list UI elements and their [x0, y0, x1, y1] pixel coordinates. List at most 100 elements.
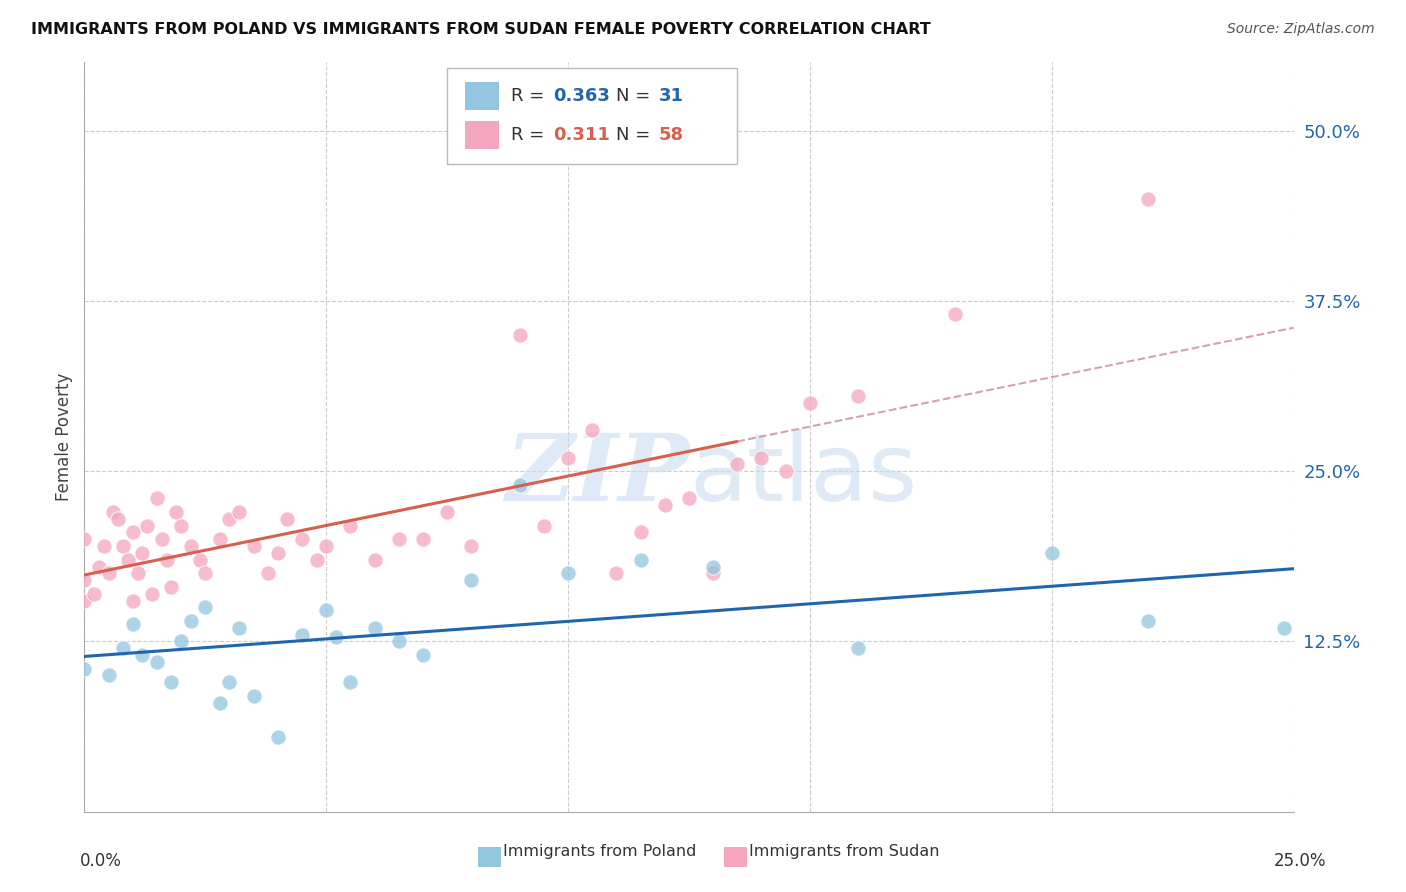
- Point: [170, 518, 193, 533]
- Point: [799, 396, 821, 410]
- Point: [112, 641, 135, 656]
- Text: N =: N =: [616, 87, 657, 105]
- Point: [533, 518, 555, 533]
- Point: [194, 600, 217, 615]
- Text: R =: R =: [512, 87, 550, 105]
- Point: [103, 505, 125, 519]
- Point: [605, 566, 627, 581]
- Point: [127, 566, 149, 581]
- Point: [131, 648, 153, 662]
- Text: 58: 58: [659, 126, 683, 145]
- Point: [702, 566, 724, 581]
- Point: [180, 614, 202, 628]
- Point: [150, 533, 173, 547]
- Point: [257, 566, 280, 581]
- Point: [751, 450, 773, 465]
- Text: 0.311: 0.311: [554, 126, 610, 145]
- Point: [388, 634, 411, 648]
- Point: [228, 505, 250, 519]
- Point: [654, 498, 676, 512]
- Point: [194, 566, 217, 581]
- Point: [218, 512, 240, 526]
- FancyBboxPatch shape: [447, 68, 737, 163]
- Point: [846, 389, 869, 403]
- Point: [160, 675, 183, 690]
- Point: [630, 525, 652, 540]
- Point: [218, 675, 240, 690]
- Point: [1137, 192, 1160, 206]
- Point: [276, 512, 298, 526]
- Point: [112, 539, 135, 553]
- Point: [121, 525, 143, 540]
- Point: [725, 458, 748, 472]
- Point: [228, 621, 250, 635]
- Point: [1137, 614, 1160, 628]
- Point: [339, 675, 361, 690]
- Point: [87, 559, 110, 574]
- Point: [165, 505, 187, 519]
- Point: [291, 533, 314, 547]
- Point: [412, 648, 434, 662]
- Text: Source: ZipAtlas.com: Source: ZipAtlas.com: [1227, 22, 1375, 37]
- Text: 0.363: 0.363: [554, 87, 610, 105]
- Point: [83, 587, 105, 601]
- Point: [557, 566, 579, 581]
- Point: [97, 668, 120, 682]
- Point: [131, 546, 153, 560]
- Point: [170, 634, 193, 648]
- Point: [305, 552, 328, 566]
- Point: [73, 573, 96, 587]
- Point: [121, 616, 143, 631]
- Point: [775, 464, 797, 478]
- Point: [315, 603, 337, 617]
- Point: [73, 662, 96, 676]
- Text: 31: 31: [659, 87, 683, 105]
- Point: [107, 512, 129, 526]
- Point: [73, 533, 96, 547]
- Point: [581, 423, 603, 437]
- Point: [291, 627, 314, 641]
- Point: [1272, 621, 1295, 635]
- Point: [117, 552, 139, 566]
- FancyBboxPatch shape: [465, 121, 499, 149]
- Point: [93, 539, 115, 553]
- Point: [363, 621, 385, 635]
- Text: Immigrants from Poland: Immigrants from Poland: [503, 845, 697, 859]
- Point: [460, 573, 482, 587]
- Point: [678, 491, 700, 506]
- Point: [339, 518, 361, 533]
- Point: [267, 730, 290, 744]
- Point: [388, 533, 411, 547]
- Point: [208, 696, 231, 710]
- Y-axis label: Female Poverty: Female Poverty: [55, 373, 73, 501]
- Point: [702, 559, 724, 574]
- Point: [630, 552, 652, 566]
- Point: [155, 552, 177, 566]
- Point: [315, 539, 337, 553]
- Point: [180, 539, 202, 553]
- Point: [267, 546, 290, 560]
- Point: [208, 533, 231, 547]
- Text: ZIP: ZIP: [505, 430, 689, 519]
- Text: 25.0%: 25.0%: [1274, 852, 1326, 870]
- Point: [943, 308, 966, 322]
- Text: R =: R =: [512, 126, 550, 145]
- Point: [1040, 546, 1063, 560]
- Point: [97, 566, 120, 581]
- Point: [141, 587, 163, 601]
- Point: [846, 641, 869, 656]
- Text: N =: N =: [616, 126, 657, 145]
- Text: Immigrants from Sudan: Immigrants from Sudan: [749, 845, 939, 859]
- Point: [160, 580, 183, 594]
- Point: [363, 552, 385, 566]
- Text: IMMIGRANTS FROM POLAND VS IMMIGRANTS FROM SUDAN FEMALE POVERTY CORRELATION CHART: IMMIGRANTS FROM POLAND VS IMMIGRANTS FRO…: [31, 22, 931, 37]
- Point: [190, 552, 212, 566]
- Point: [242, 539, 264, 553]
- FancyBboxPatch shape: [465, 82, 499, 111]
- Text: 0.0%: 0.0%: [80, 852, 122, 870]
- Point: [136, 518, 159, 533]
- Point: [412, 533, 434, 547]
- Point: [460, 539, 482, 553]
- Point: [146, 491, 169, 506]
- Point: [325, 631, 347, 645]
